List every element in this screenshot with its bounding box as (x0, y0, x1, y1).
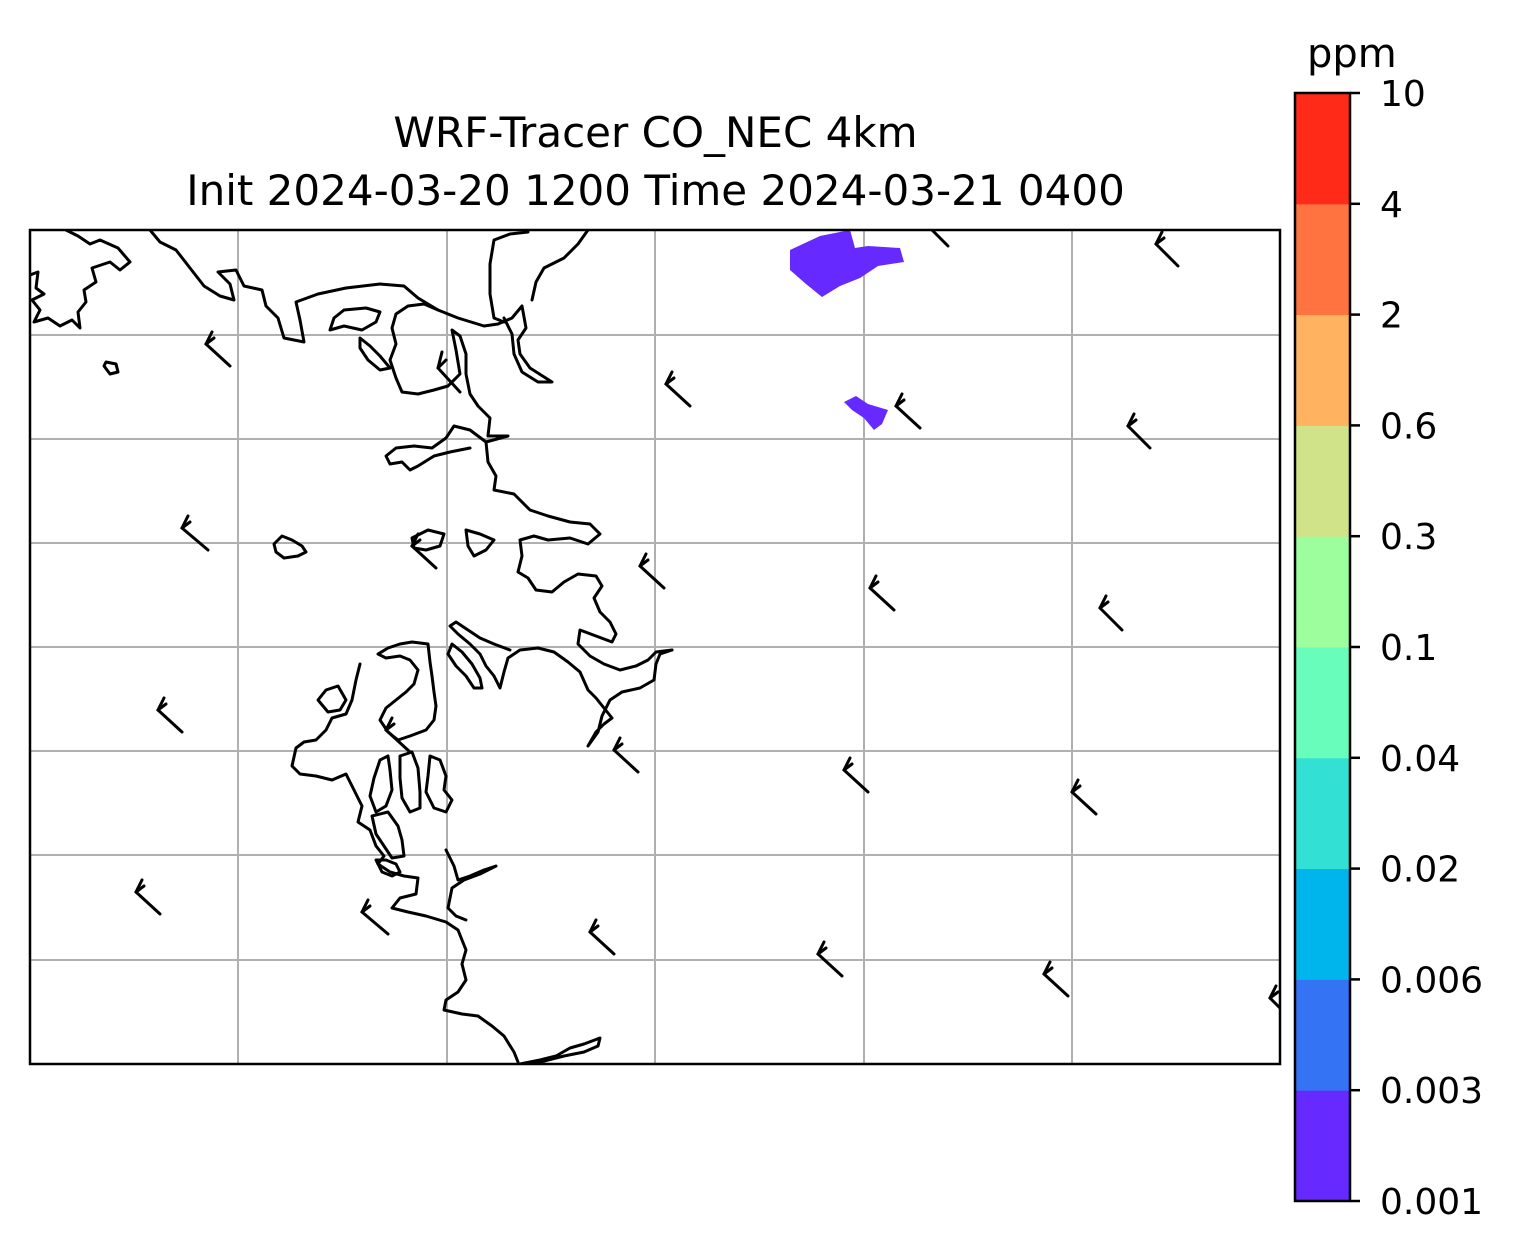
wind-barb (1126, 412, 1152, 450)
colorbar-segment (1295, 536, 1350, 648)
colorbar-tick-label: 0.6 (1380, 406, 1437, 447)
colorbar-segment (1295, 203, 1350, 316)
colorbar-tick-label: 0.003 (1380, 1071, 1483, 1112)
wind-barb (180, 514, 210, 552)
colorbar-segment (1295, 979, 1350, 1091)
colorbar-tick-label: 10 (1380, 74, 1426, 115)
map-title: WRF-Tracer CO_NEC 4km (393, 108, 918, 157)
wind-barb (1268, 984, 1280, 1011)
wind-barb (842, 756, 870, 794)
colorbar-tick-label: 4 (1380, 185, 1403, 226)
colorbar-segment (1295, 647, 1350, 759)
wind-barb (134, 878, 162, 916)
wind-barb (638, 552, 666, 590)
colorbar-tick-label: 0.1 (1380, 628, 1437, 669)
wind-barb (436, 350, 462, 394)
wind-barb (894, 392, 922, 430)
map-frame (28, 228, 1282, 1066)
wind-barb (156, 696, 184, 734)
colorbar-segment (1295, 93, 1350, 205)
colorbar-tick-label: 2 (1380, 296, 1403, 337)
colorbar-segment (1295, 314, 1350, 426)
wind-barb (384, 716, 412, 754)
wind-barb (1154, 230, 1180, 268)
wind-barbs (134, 230, 1280, 1011)
wind-barb (868, 574, 896, 612)
wind-barb (612, 736, 640, 774)
colorbar-tick-label: 0.3 (1380, 517, 1437, 558)
wind-barb (1098, 594, 1124, 632)
colorbar-unit-label: ppm (1307, 31, 1397, 77)
colorbar-tick-label: 0.001 (1380, 1182, 1483, 1223)
map-subtitle: Init 2024-03-20 1200 Time 2024-03-21 040… (186, 166, 1125, 215)
tracer-plume (790, 230, 904, 430)
colorbar-segment (1295, 757, 1350, 870)
gridlines (30, 230, 1280, 1064)
colorbar-segment (1295, 868, 1350, 980)
colorbar: 0.001 0.003 0.006 0.02 0.04 0.1 0.3 0.6 2 4 10 (1293, 74, 1483, 1223)
map-panel (30, 230, 1280, 1064)
colorbar-tick-label: 0.02 (1380, 850, 1460, 891)
wind-barb (410, 532, 438, 570)
wind-barb (664, 370, 692, 408)
colorbar-segment (1295, 1090, 1350, 1202)
wind-barb (360, 898, 390, 936)
wind-barb (930, 230, 950, 248)
wind-barb (204, 330, 232, 368)
wind-barb (1070, 778, 1098, 816)
colorbar-tick-label: 0.04 (1380, 739, 1460, 780)
wind-barb (816, 940, 844, 978)
wind-barb (588, 918, 616, 956)
colorbar-segment (1295, 425, 1350, 537)
coastline (30, 230, 674, 1064)
colorbar-tick-label: 0.006 (1380, 960, 1483, 1001)
wind-barb (1042, 960, 1070, 998)
